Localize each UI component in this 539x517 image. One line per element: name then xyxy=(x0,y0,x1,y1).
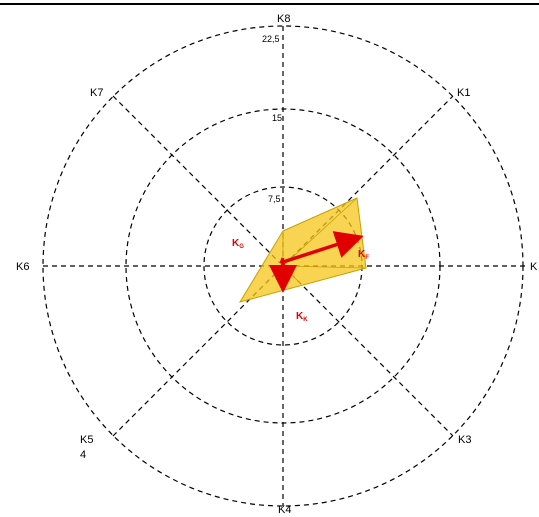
axis-label-k5: K5 xyxy=(80,434,93,446)
axis-label-k3: K3 xyxy=(458,434,471,446)
axis-label-k8: K8 xyxy=(277,13,290,25)
ring-label-middle: 15 xyxy=(272,113,282,123)
axis-label-k2-partial: K xyxy=(530,261,538,273)
vector-label-kg: KG xyxy=(232,238,244,250)
axis-diagonal-k5-k1 xyxy=(112,95,454,437)
vector-label-kk: KK xyxy=(296,311,308,323)
axis-label-k4: K4 xyxy=(278,504,291,516)
ring-label-outer: 22,5 xyxy=(262,34,280,44)
vector-kg-arrow xyxy=(279,257,285,264)
vector-label-kf: KF xyxy=(358,249,369,261)
vector-kf-arrow xyxy=(282,231,364,264)
polygon-spoke-k1 xyxy=(282,197,358,267)
data-polygon xyxy=(238,197,367,303)
axis-label-k1: K1 xyxy=(457,87,470,99)
axis-label-k6: K6 xyxy=(16,261,29,273)
axis-diagonal-k7-k3 xyxy=(112,95,454,437)
ring-label-inner: 7,5 xyxy=(268,194,281,204)
axis-label-k5-extra: 4 xyxy=(80,449,86,461)
axis-label-k7: K7 xyxy=(90,87,103,99)
